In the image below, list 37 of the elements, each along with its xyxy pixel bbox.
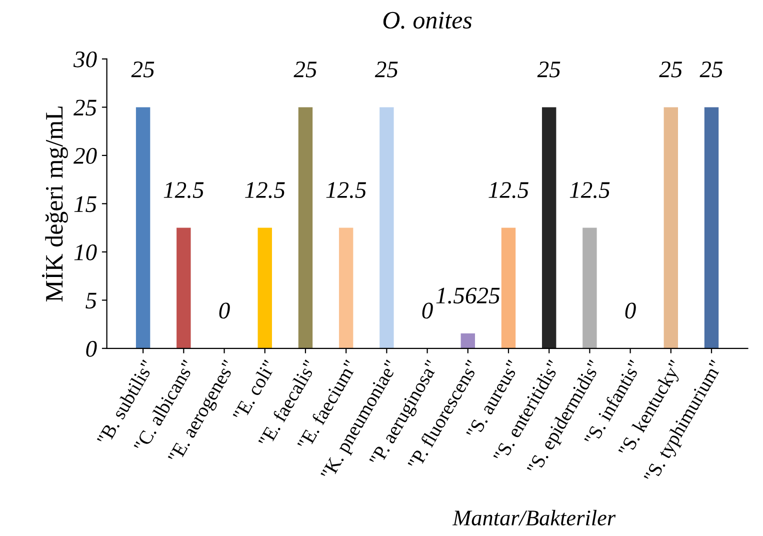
bar <box>258 228 272 348</box>
bar <box>338 228 354 348</box>
data-label: 25 <box>700 62 723 78</box>
data-label: 25 <box>294 62 317 78</box>
bar <box>380 107 394 348</box>
data-label: 12.5 <box>570 182 610 198</box>
y-tick-label: 10 <box>74 244 97 260</box>
y-tick-label: 20 <box>74 148 97 164</box>
bar <box>460 333 475 348</box>
data-label: 0 <box>219 302 230 319</box>
data-label: 25 <box>131 62 154 78</box>
bar <box>136 107 150 348</box>
data-label: 25 <box>374 62 398 78</box>
data-label: 0 <box>422 302 433 319</box>
y-tick-label: 30 <box>73 51 97 68</box>
bar <box>298 107 313 348</box>
y-tick-label: 0 <box>86 340 97 357</box>
bar <box>176 228 191 348</box>
data-label: 1.5625 <box>436 288 500 304</box>
data-label: 25 <box>659 62 682 78</box>
data-label: 12.5 <box>245 182 285 198</box>
data-label: 25 <box>537 62 560 78</box>
y-axis-title: MİK değeri mg/mL <box>42 106 68 302</box>
bar <box>582 228 597 348</box>
bar <box>501 228 516 348</box>
bar <box>664 107 678 348</box>
chart-title: O. onites <box>383 12 472 29</box>
bar <box>704 107 719 348</box>
data-label: 12.5 <box>488 182 528 198</box>
data-label: 0 <box>625 302 636 319</box>
data-label: 12.5 <box>326 182 366 198</box>
x-axis-title: Mantar/Bakteriler <box>452 510 616 526</box>
y-tick-label: 15 <box>74 196 96 212</box>
bar <box>542 107 556 348</box>
y-tick-label: 25 <box>74 100 96 116</box>
y-tick-label: 5 <box>86 292 96 309</box>
data-label: 12.5 <box>164 182 204 198</box>
